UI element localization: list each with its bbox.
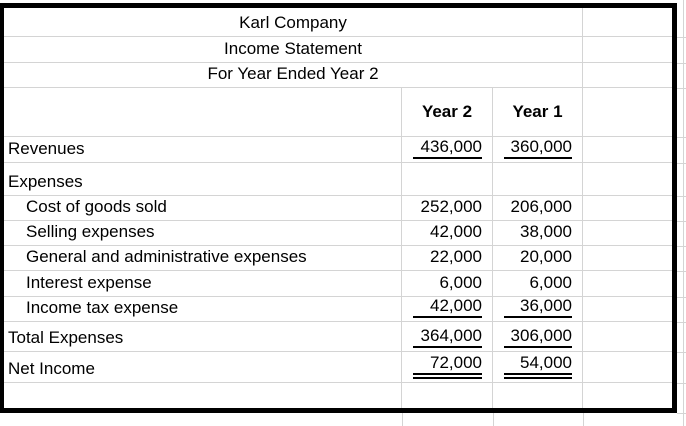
sheet-gridline-horizontal bbox=[677, 37, 686, 38]
cell-general-admin-year2[interactable]: 22,000 bbox=[402, 246, 493, 271]
cell-empty[interactable] bbox=[493, 383, 583, 408]
sheet-gridline-vertical bbox=[683, 0, 684, 426]
cell-label-net-income[interactable]: Net Income bbox=[4, 352, 402, 383]
cell-empty[interactable] bbox=[583, 383, 672, 408]
value: 20,000 bbox=[520, 247, 572, 266]
sheet-gridline-vertical bbox=[493, 413, 494, 426]
cell-selling-year2[interactable]: 42,000 bbox=[402, 221, 493, 246]
sheet-gridline-horizontal bbox=[677, 163, 686, 164]
cell-empty[interactable] bbox=[583, 271, 672, 297]
sheet-gridline-horizontal bbox=[677, 63, 686, 64]
sheet-gridline-horizontal bbox=[677, 383, 686, 384]
cell-empty[interactable] bbox=[583, 352, 672, 383]
cell-cogs-year1[interactable]: 206,000 bbox=[493, 196, 583, 221]
cell-label-income-tax[interactable]: Income tax expense bbox=[4, 297, 402, 322]
cell-empty[interactable] bbox=[583, 163, 672, 196]
sheet-gridline-horizontal bbox=[677, 413, 686, 414]
cell-title-company[interactable]: Karl Company bbox=[4, 8, 583, 37]
value-underlined: 306,000 bbox=[504, 326, 572, 348]
cell-interest-year1[interactable]: 6,000 bbox=[493, 271, 583, 297]
cell-label-total-expenses[interactable]: Total Expenses bbox=[4, 322, 402, 352]
value: 22,000 bbox=[430, 247, 482, 266]
value-double-underlined: 72,000 bbox=[413, 353, 482, 379]
cell-income-tax-year2[interactable]: 42,000 bbox=[402, 297, 493, 322]
cell-header-year1[interactable]: Year 1 bbox=[493, 88, 583, 137]
cell-label-interest[interactable]: Interest expense bbox=[4, 271, 402, 297]
cell-title-period[interactable]: For Year Ended Year 2 bbox=[4, 63, 583, 88]
cell-income-tax-year1[interactable]: 36,000 bbox=[493, 297, 583, 322]
sheet-gridline-horizontal bbox=[677, 137, 686, 138]
cell-empty[interactable] bbox=[4, 383, 402, 408]
value: 38,000 bbox=[520, 222, 572, 241]
value: 6,000 bbox=[529, 273, 572, 292]
sheet-gridline-horizontal bbox=[677, 322, 686, 323]
value-underlined: 436,000 bbox=[413, 137, 482, 159]
value: 206,000 bbox=[510, 197, 572, 216]
cell-empty[interactable] bbox=[583, 322, 672, 352]
value-double-underlined: 54,000 bbox=[504, 353, 572, 379]
cell-empty[interactable] bbox=[583, 297, 672, 322]
cell-label-cogs[interactable]: Cost of goods sold bbox=[4, 196, 402, 221]
cell-revenues-year1[interactable]: 360,000 bbox=[493, 137, 583, 163]
sheet-gridline-horizontal bbox=[677, 297, 686, 298]
value-underlined: 364,000 bbox=[413, 326, 482, 348]
sheet-gridline-horizontal bbox=[677, 352, 686, 353]
sheet-gridline-horizontal bbox=[677, 221, 686, 222]
cell-empty[interactable] bbox=[583, 196, 672, 221]
cell-total-expenses-year1[interactable]: 306,000 bbox=[493, 322, 583, 352]
sheet-gridline-horizontal bbox=[677, 271, 686, 272]
sheet-gridline-horizontal bbox=[677, 196, 686, 197]
sheet-gridline-horizontal bbox=[677, 246, 686, 247]
cell-total-expenses-year2[interactable]: 364,000 bbox=[402, 322, 493, 352]
cell-label-general-admin[interactable]: General and administrative expenses bbox=[4, 246, 402, 271]
cell-title-statement[interactable]: Income Statement bbox=[4, 37, 583, 63]
value-underlined: 42,000 bbox=[413, 297, 482, 318]
cell-label-expenses[interactable]: Expenses bbox=[4, 163, 402, 196]
cell-net-income-year1[interactable]: 54,000 bbox=[493, 352, 583, 383]
cell-header-year2[interactable]: Year 2 bbox=[402, 88, 493, 137]
sheet-gridline-vertical bbox=[583, 413, 584, 426]
cell-empty[interactable] bbox=[4, 88, 402, 137]
statement-grid: Karl Company Income Statement For Year E… bbox=[4, 8, 672, 408]
cell-empty[interactable] bbox=[402, 163, 493, 196]
cell-interest-year2[interactable]: 6,000 bbox=[402, 271, 493, 297]
cell-empty[interactable] bbox=[583, 221, 672, 246]
cell-empty[interactable] bbox=[583, 8, 672, 37]
cell-net-income-year2[interactable]: 72,000 bbox=[402, 352, 493, 383]
cell-empty[interactable] bbox=[583, 63, 672, 88]
cell-selling-year1[interactable]: 38,000 bbox=[493, 221, 583, 246]
cell-revenues-year2[interactable]: 436,000 bbox=[402, 137, 493, 163]
sheet-gridline-horizontal bbox=[677, 88, 686, 89]
cell-empty[interactable] bbox=[583, 137, 672, 163]
cell-empty[interactable] bbox=[583, 37, 672, 63]
cell-empty[interactable] bbox=[583, 88, 672, 137]
cell-empty[interactable] bbox=[402, 383, 493, 408]
value: 252,000 bbox=[420, 197, 482, 216]
value-underlined: 36,000 bbox=[504, 297, 572, 318]
cell-empty[interactable] bbox=[493, 163, 583, 196]
cell-general-admin-year1[interactable]: 20,000 bbox=[493, 246, 583, 271]
cell-label-selling[interactable]: Selling expenses bbox=[4, 221, 402, 246]
value: 6,000 bbox=[439, 273, 482, 292]
cell-label-revenues[interactable]: Revenues bbox=[4, 137, 402, 163]
cell-cogs-year2[interactable]: 252,000 bbox=[402, 196, 493, 221]
cell-empty[interactable] bbox=[583, 246, 672, 271]
income-statement-table: Karl Company Income Statement For Year E… bbox=[0, 3, 677, 413]
sheet-gridline-vertical bbox=[402, 413, 403, 426]
value-underlined: 360,000 bbox=[504, 137, 572, 159]
value: 42,000 bbox=[430, 222, 482, 241]
